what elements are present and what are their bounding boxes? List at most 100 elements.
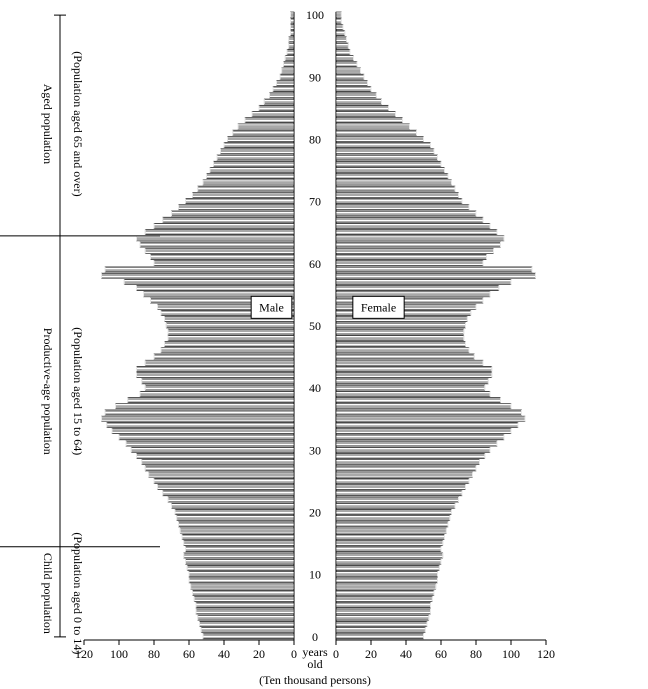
male-bar <box>194 596 294 601</box>
male-bar <box>119 435 294 440</box>
y-tick-label: 60 <box>309 257 321 271</box>
female-bar <box>336 87 371 92</box>
male-bar <box>161 348 294 353</box>
male-bar <box>145 248 294 253</box>
male-bar <box>191 584 294 589</box>
female-bar <box>336 49 350 54</box>
female-bar <box>336 286 499 291</box>
female-bar <box>336 603 431 608</box>
male-bar <box>291 12 295 17</box>
male-bar <box>287 49 294 54</box>
male-bar <box>154 478 294 483</box>
male-bar <box>233 130 294 135</box>
female-bar <box>336 236 504 241</box>
male-bar <box>145 360 294 365</box>
male-bar <box>105 410 294 415</box>
x-tick-label: 60 <box>183 647 195 661</box>
male-bar <box>179 522 295 527</box>
male-bar <box>102 273 295 278</box>
female-bar <box>336 596 432 601</box>
age-group-label: Child population <box>41 553 55 634</box>
male-bar <box>259 105 294 110</box>
female-bar <box>336 472 473 477</box>
female-bar <box>336 578 438 583</box>
male-bar <box>193 590 295 595</box>
female-bar <box>336 628 425 633</box>
age-group-sublabel: (Population aged 0 to 14) <box>71 532 85 654</box>
male-bar <box>189 578 294 583</box>
female-bar <box>336 429 511 434</box>
female-bar <box>336 634 424 639</box>
male-bar <box>140 391 294 396</box>
female-bar <box>336 615 429 620</box>
male-bar <box>187 565 294 570</box>
female-bar <box>336 522 448 527</box>
male-bar <box>184 553 294 558</box>
female-bar <box>336 192 459 197</box>
y-tick-label: 0 <box>312 630 318 644</box>
male-bar <box>116 404 295 409</box>
male-bar <box>137 286 295 291</box>
male-bar <box>277 80 295 85</box>
male-bar <box>151 254 295 259</box>
male-bar <box>131 447 294 452</box>
male-bar <box>172 211 295 216</box>
male-bar <box>149 472 294 477</box>
female-bar <box>336 329 464 334</box>
female-bar <box>336 410 522 415</box>
age-group-sublabel: (Population aged 65 and over) <box>71 51 85 196</box>
male-bar <box>182 534 294 539</box>
female-bar <box>336 453 485 458</box>
male-bar <box>137 366 295 371</box>
female-bar <box>336 74 364 79</box>
female-bar <box>336 404 511 409</box>
male-bar <box>273 87 294 92</box>
male-bar <box>198 186 294 191</box>
male-label: Male <box>259 300 284 314</box>
female-bar <box>336 398 501 403</box>
female-bar <box>336 155 438 160</box>
male-bar <box>224 143 294 148</box>
female-bar <box>336 509 452 514</box>
male-bar <box>214 161 295 166</box>
male-bar <box>107 422 294 427</box>
x-tick-label: 120 <box>537 647 555 661</box>
female-bar <box>336 534 445 539</box>
male-bar <box>228 136 295 141</box>
y-axis: 0102030405060708090100 <box>306 8 324 644</box>
female-bar <box>336 379 488 384</box>
y-tick-label: 50 <box>309 319 321 333</box>
female-bar <box>336 609 431 614</box>
male-bar <box>238 124 294 129</box>
male-bar <box>163 217 294 222</box>
male-bar <box>165 342 295 347</box>
male-bar <box>193 192 295 197</box>
female-bar <box>336 149 434 154</box>
male-bar <box>221 149 295 154</box>
female-bar <box>336 62 357 67</box>
male-bar <box>198 615 294 620</box>
female-bar <box>336 565 439 570</box>
female-bar <box>336 248 494 253</box>
female-bar <box>336 211 476 216</box>
male-bar <box>285 56 294 61</box>
male-bar <box>280 74 294 79</box>
female-bar <box>336 56 354 61</box>
female-bar <box>336 503 455 508</box>
female-bar <box>336 261 483 266</box>
x-tick-label: 100 <box>502 647 520 661</box>
male-bar <box>270 93 295 98</box>
female-bar <box>336 541 443 546</box>
x-tick-label: 60 <box>435 647 447 661</box>
female-bar <box>336 441 497 446</box>
male-bar <box>200 621 295 626</box>
y-tick-label: 10 <box>309 568 321 582</box>
female-bar <box>336 460 480 465</box>
male-bar <box>154 354 294 359</box>
x-tick-label: 0 <box>333 647 339 661</box>
female-bar <box>336 161 441 166</box>
male-bar <box>126 441 294 446</box>
male-bar <box>201 628 294 633</box>
male-bar <box>217 155 294 160</box>
male-bar <box>177 516 294 521</box>
